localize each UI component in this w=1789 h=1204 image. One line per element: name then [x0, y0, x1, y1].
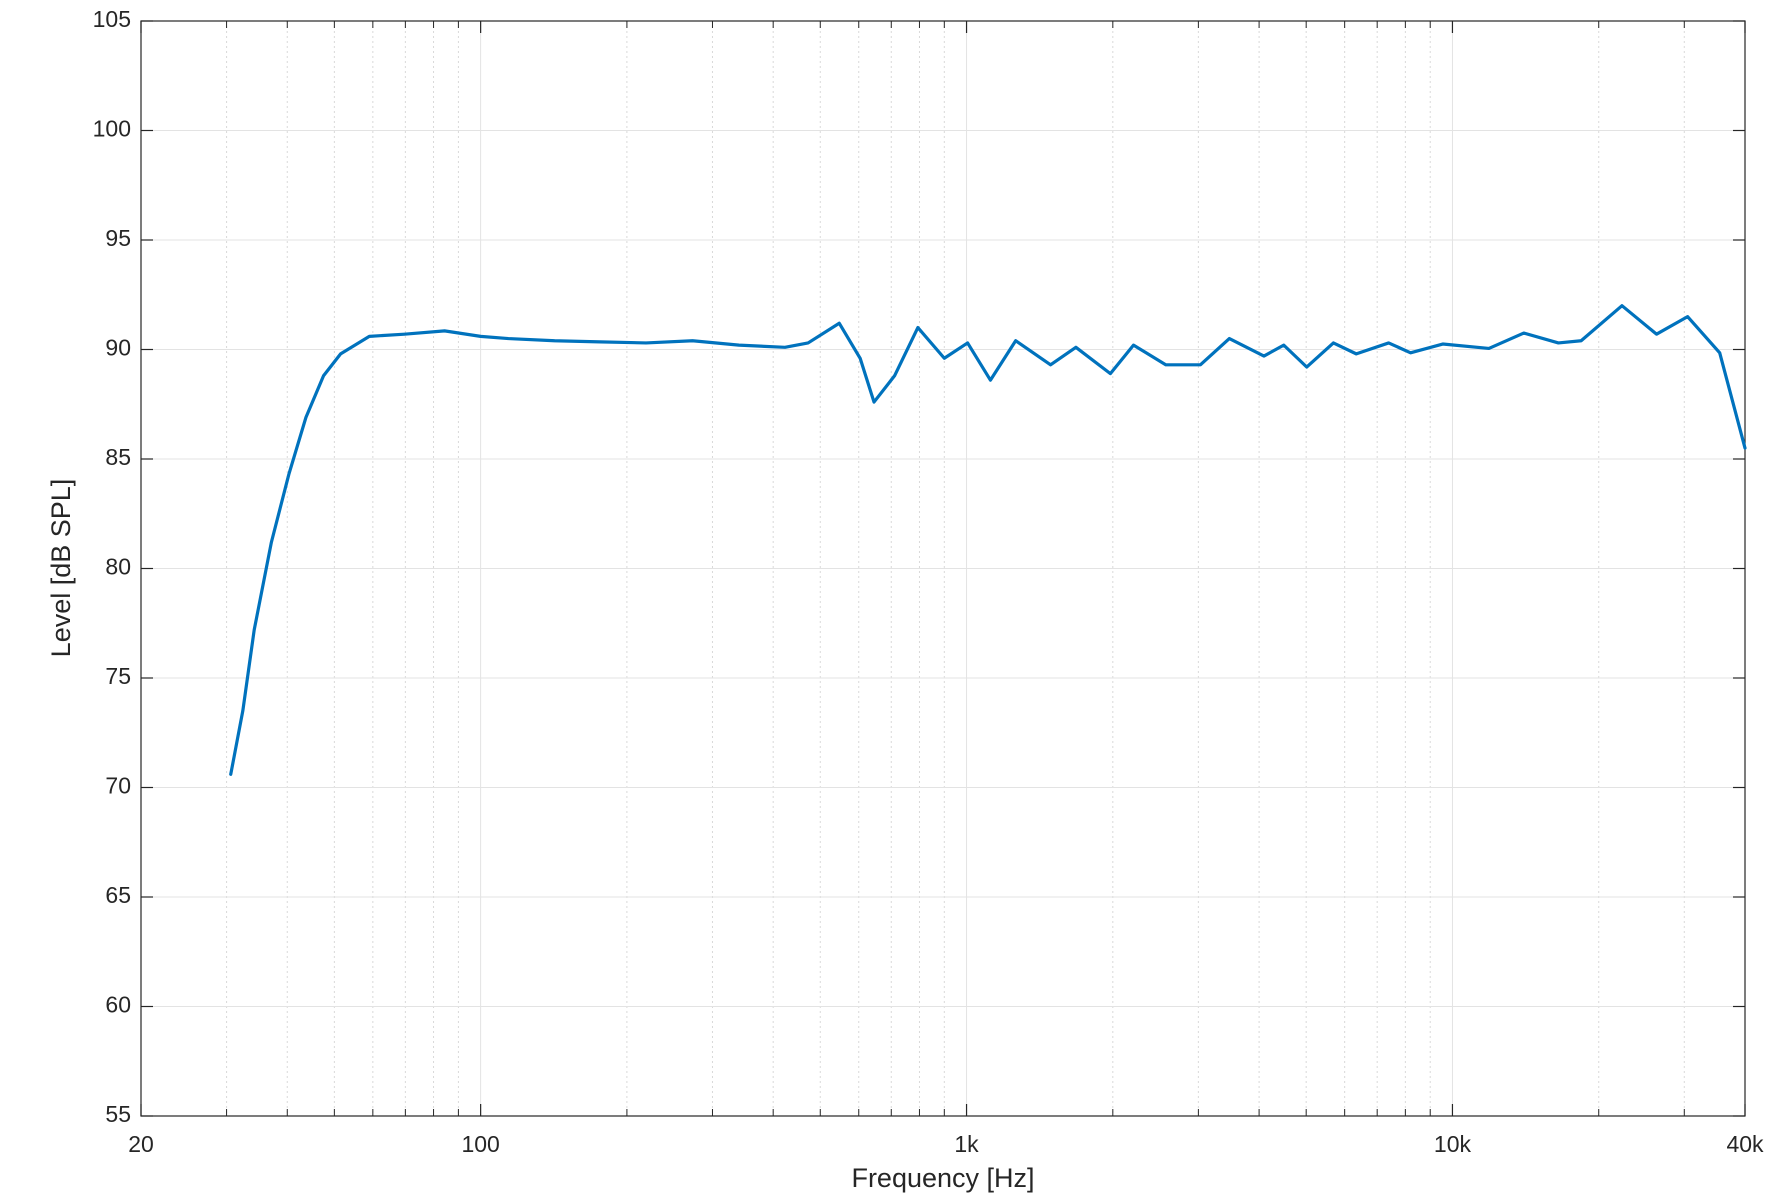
x-axis-label: Frequency [Hz]: [851, 1163, 1034, 1193]
y-tick-label: 60: [105, 992, 131, 1018]
plot-frame: [140, 20, 1746, 1117]
x-tick-label: 1k: [954, 1131, 979, 1157]
y-tick-label: 105: [93, 6, 131, 32]
x-tick-label: 100: [461, 1131, 499, 1157]
y-tick-label: 85: [105, 444, 131, 470]
x-tick-label: 40k: [1726, 1131, 1764, 1157]
y-axis-label: Level [dB SPL]: [46, 479, 76, 658]
y-tick-label: 100: [93, 116, 131, 142]
y-tick-label: 65: [105, 882, 131, 908]
y-tick-label: 90: [105, 335, 131, 361]
y-tick-label: 55: [105, 1101, 131, 1127]
x-tick-label: 20: [128, 1131, 154, 1157]
response-line: [229, 304, 1747, 776]
y-tick-label: 80: [105, 554, 131, 580]
y-tick-label: 70: [105, 773, 131, 799]
y-tick-label: 95: [105, 225, 131, 251]
y-tick-label: 75: [105, 663, 131, 689]
x-tick-label: 10k: [1434, 1131, 1472, 1157]
